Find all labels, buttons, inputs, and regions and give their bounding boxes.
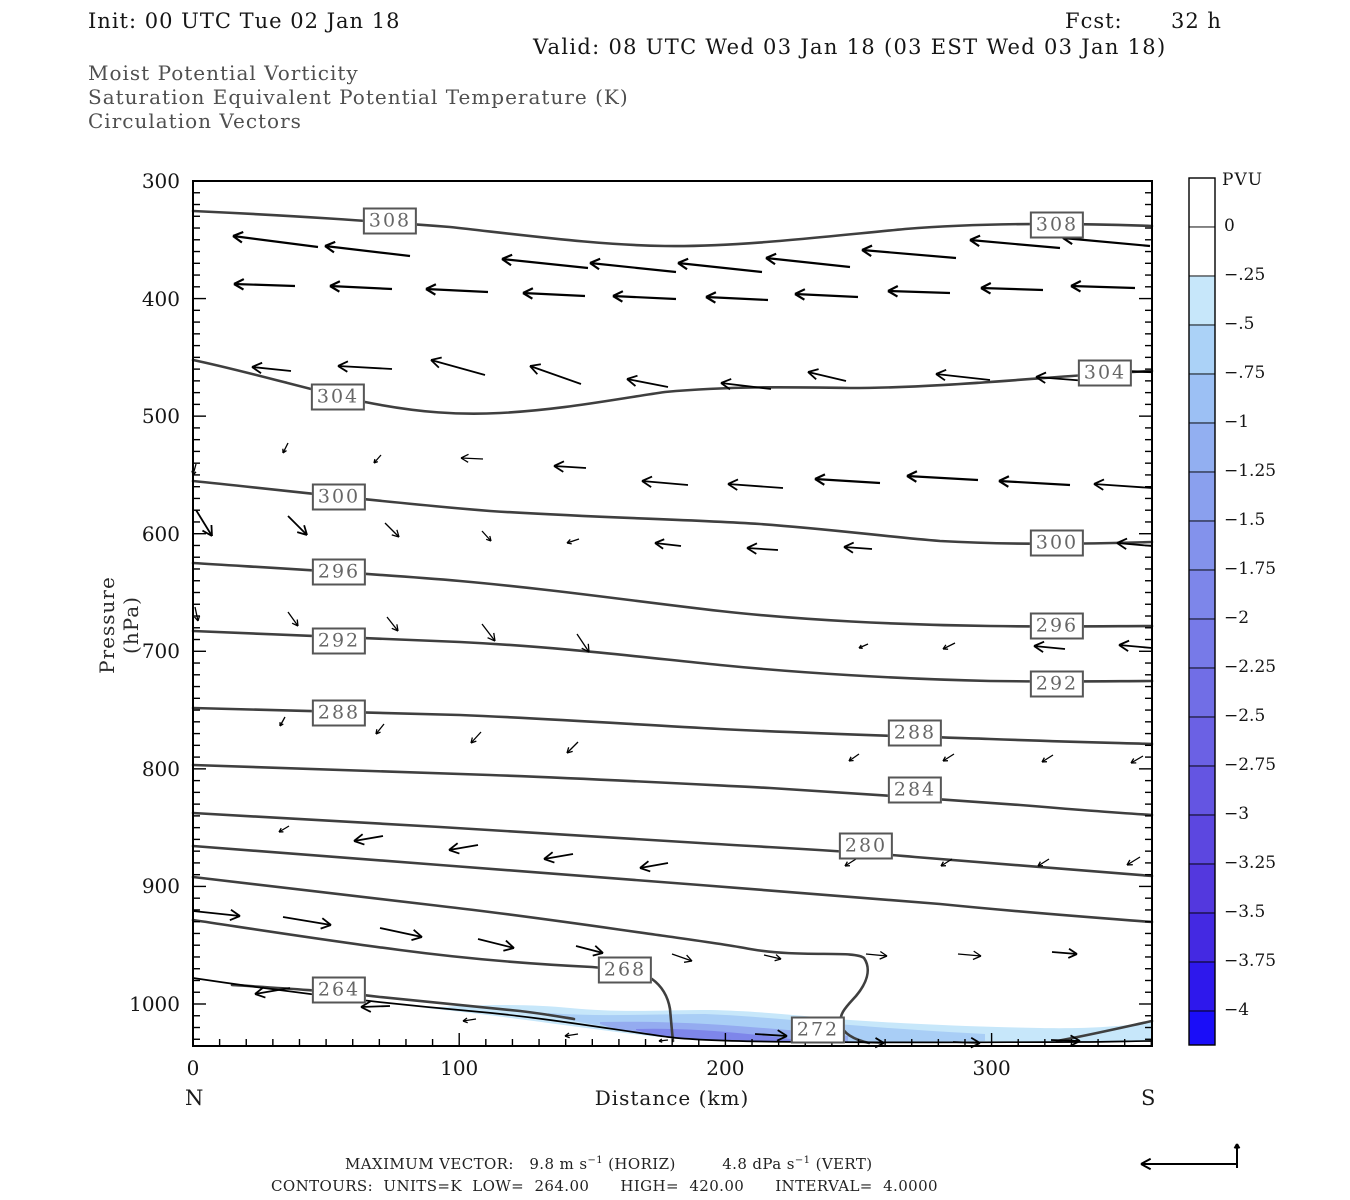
contour-304 xyxy=(191,358,1154,415)
contour-308 xyxy=(191,209,1154,248)
mpv-shading xyxy=(425,1005,1152,1043)
colorbar-cell xyxy=(1188,520,1216,571)
plot-title-line-1: Moist Potential Vorticity xyxy=(88,61,359,85)
plot-title-line-3: Circulation Vectors xyxy=(88,109,302,133)
contour-296 xyxy=(191,561,1154,628)
vert-exponent: −1 xyxy=(794,1155,811,1166)
colorbar-cell xyxy=(1188,961,1216,1012)
colorbar-cell xyxy=(1188,716,1216,767)
colorbar-cell xyxy=(1188,373,1216,424)
contour-288 xyxy=(191,706,1154,746)
colorbar-cell xyxy=(1188,1010,1216,1046)
surface-terrain-line xyxy=(192,977,1153,1044)
theta-es-contours xyxy=(191,209,1154,1045)
colorbar-cell xyxy=(1188,422,1216,473)
colorbar-cell xyxy=(1188,814,1216,865)
surface xyxy=(192,977,1153,1044)
contour-268 xyxy=(191,918,675,1043)
max-vector-vert-text: (HORIZ) 4.8 dPa s xyxy=(603,1155,795,1173)
x-axis-north-end-label: N xyxy=(185,1086,204,1110)
contour-264 xyxy=(230,983,576,1021)
contour-292 xyxy=(191,629,1154,683)
max-vector-line: MAXIMUM VECTOR: 9.8 m s−1 (HORIZ) 4.8 dP… xyxy=(345,1155,873,1173)
colorbar-cell xyxy=(1188,226,1216,277)
fcst-label: Fcst: xyxy=(1065,9,1123,33)
pvu-colorbar xyxy=(1188,177,1216,1046)
max-vector-horiz-text: MAXIMUM VECTOR: 9.8 m s xyxy=(345,1155,588,1173)
axis-ticks xyxy=(192,180,1153,1046)
colorbar-cell xyxy=(1188,667,1216,718)
colorbar-cell xyxy=(1188,177,1216,228)
colorbar-cell xyxy=(1188,569,1216,620)
contour-272 xyxy=(191,875,871,1045)
x-axis-south-end-label: S xyxy=(1141,1086,1156,1110)
colorbar-cell xyxy=(1188,863,1216,914)
valid-time-text: Valid: 08 UTC Wed 03 Jan 18 (03 EST Wed … xyxy=(533,35,1167,59)
colorbar-cell xyxy=(1188,618,1216,669)
colorbar-cell xyxy=(1188,765,1216,816)
reference-vectors xyxy=(1140,1143,1241,1171)
vert-unit-text: (VERT) xyxy=(810,1155,873,1173)
colorbar-cell xyxy=(1188,471,1216,522)
plot-title-line-2: Saturation Equivalent Potential Temperat… xyxy=(88,85,629,109)
contour-276 xyxy=(191,844,1154,924)
init-time-text: Init: 00 UTC Tue 02 Jan 18 xyxy=(88,9,401,33)
contour-280 xyxy=(191,811,1154,878)
contour-300 xyxy=(191,479,1154,546)
x-axis-title: Distance (km) xyxy=(594,1086,750,1110)
horiz-exponent: −1 xyxy=(587,1155,603,1166)
plot-frame xyxy=(192,180,1153,1047)
circulation-vector-field xyxy=(191,230,1153,1049)
colorbar-cell xyxy=(1188,912,1216,963)
colorbar-cell xyxy=(1188,324,1216,375)
contours-info-line: CONTOURS: UNITS=K LOW= 264.00 HIGH= 420.… xyxy=(271,1177,938,1195)
contour-284 xyxy=(191,763,1154,817)
colorbar-cell xyxy=(1188,275,1216,326)
fcst-hour-value: 32 h xyxy=(1171,9,1222,33)
contour-272 xyxy=(1055,1019,1154,1043)
